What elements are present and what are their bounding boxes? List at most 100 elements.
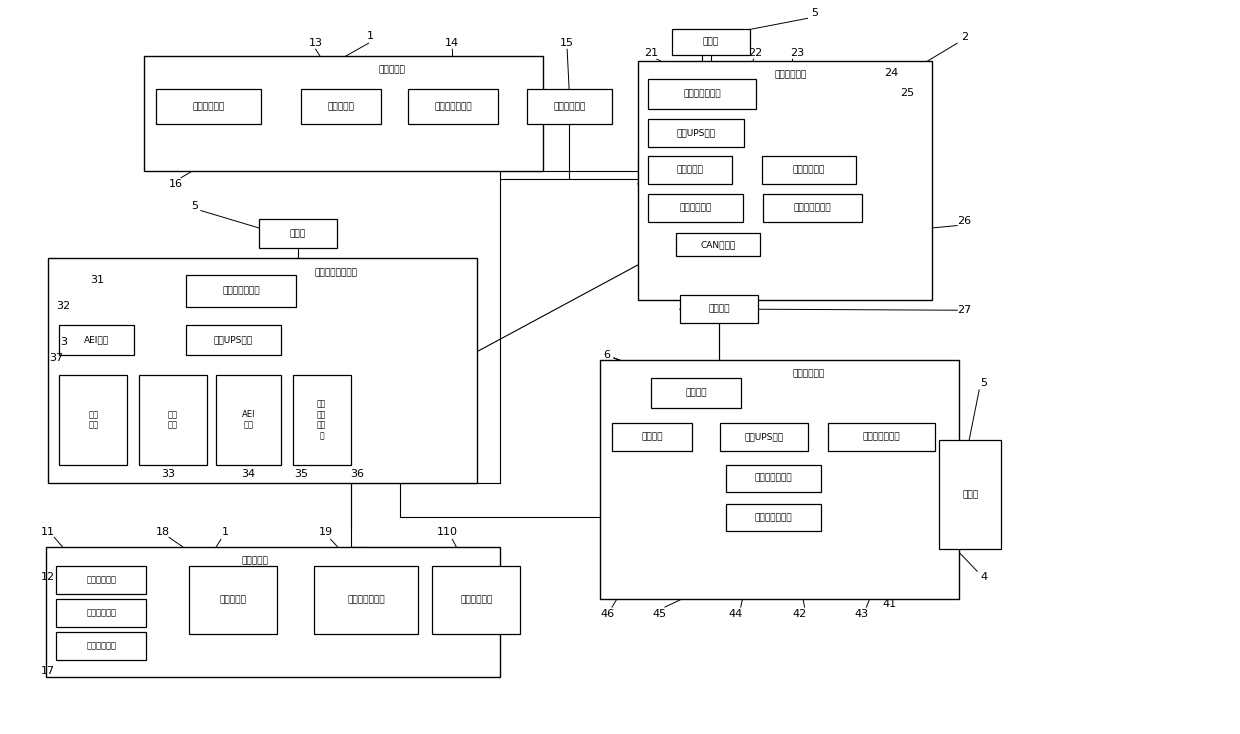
Text: 第三UPS电源: 第三UPS电源 — [744, 432, 784, 441]
Text: 第二网络交换机: 第二网络交换机 — [754, 473, 792, 482]
Text: 17: 17 — [41, 666, 56, 676]
Bar — [56, 632, 146, 660]
Text: 15: 15 — [560, 38, 574, 48]
Text: 22: 22 — [749, 48, 763, 58]
Text: 13: 13 — [309, 38, 322, 48]
Text: 4: 4 — [981, 573, 988, 582]
Text: 前置
设备: 前置 设备 — [167, 410, 179, 429]
Text: 26: 26 — [957, 216, 971, 225]
Text: 1: 1 — [367, 32, 374, 41]
Text: 空气断路器: 空气断路器 — [676, 165, 703, 174]
Text: 第三开关电源: 第三开关电源 — [680, 203, 712, 212]
Text: 第二开关电源: 第二开关电源 — [460, 595, 492, 605]
Bar — [408, 89, 498, 124]
Text: 车轮传感器: 车轮传感器 — [242, 557, 269, 566]
Text: 46: 46 — [600, 609, 614, 619]
Text: 车轮传感器: 车轮传感器 — [378, 65, 405, 75]
Text: 19: 19 — [319, 527, 332, 537]
Text: 第三隔离变压器: 第三隔离变压器 — [863, 432, 900, 441]
Bar — [433, 566, 521, 634]
Text: 第一UPS电源: 第一UPS电源 — [676, 128, 715, 137]
Text: 正向开机磁钢: 正向开机磁钢 — [86, 575, 117, 585]
Text: 5: 5 — [981, 378, 988, 388]
Bar — [763, 194, 863, 222]
Text: 5: 5 — [811, 8, 818, 18]
Text: 3: 3 — [60, 337, 67, 347]
Text: 第二隔离变压器: 第二隔离变压器 — [222, 287, 259, 296]
Text: 车号自动识别设备: 车号自动识别设备 — [314, 268, 357, 277]
Text: 监控装置: 监控装置 — [641, 432, 662, 441]
Text: 第二UPS电源: 第二UPS电源 — [213, 335, 253, 344]
Bar — [56, 599, 146, 627]
Bar — [186, 325, 280, 355]
Text: 34: 34 — [241, 468, 255, 479]
Text: 32: 32 — [56, 301, 71, 311]
Text: 第一网络交换机: 第一网络交换机 — [794, 203, 831, 212]
Bar — [719, 423, 807, 451]
Text: 110: 110 — [436, 527, 458, 537]
Text: AEI
主机: AEI 主机 — [242, 410, 255, 429]
Text: 18: 18 — [156, 527, 170, 537]
Bar — [188, 566, 277, 634]
Text: 16: 16 — [169, 178, 184, 189]
Text: 第二光纤交换机: 第二光纤交换机 — [754, 513, 792, 523]
Bar — [939, 440, 1001, 549]
Bar — [649, 194, 743, 222]
Text: 第一分线盒: 第一分线盒 — [327, 102, 355, 111]
Text: 24: 24 — [884, 68, 899, 78]
Bar — [48, 258, 477, 482]
Text: 23: 23 — [791, 48, 805, 58]
Text: 2: 2 — [961, 32, 967, 43]
Bar — [144, 57, 543, 171]
Text: 第一车轮检测仪: 第一车轮检测仪 — [434, 102, 472, 111]
Text: 41: 41 — [883, 599, 897, 609]
Bar — [613, 423, 692, 451]
Bar — [672, 29, 750, 55]
Text: 双电源: 双电源 — [703, 37, 719, 47]
Bar — [314, 566, 418, 634]
Bar — [637, 61, 932, 300]
Text: 第一开关电源: 第一开关电源 — [553, 102, 585, 111]
Text: 中心采集装置: 中心采集装置 — [775, 70, 807, 79]
Text: 1: 1 — [222, 527, 228, 537]
Bar — [649, 119, 744, 147]
Text: 机房监控装置: 机房监控装置 — [792, 369, 825, 379]
Text: 6: 6 — [604, 350, 610, 360]
Text: AEI天线: AEI天线 — [84, 335, 109, 344]
Bar — [649, 79, 755, 109]
Text: 27: 27 — [957, 305, 971, 315]
Bar — [761, 156, 857, 184]
Bar — [156, 89, 260, 124]
Bar — [651, 378, 740, 408]
Text: 第二分线盒: 第二分线盒 — [219, 595, 247, 605]
Bar — [725, 465, 821, 492]
Bar — [680, 295, 758, 323]
Text: 防雷
装置: 防雷 装置 — [88, 410, 98, 429]
Bar — [56, 566, 146, 594]
Bar — [60, 375, 128, 465]
Bar — [301, 89, 381, 124]
Text: 11: 11 — [41, 527, 56, 537]
Bar — [139, 375, 207, 465]
Bar — [60, 325, 134, 355]
Bar — [186, 275, 295, 308]
Text: 双电源: 双电源 — [962, 490, 978, 499]
Text: 43: 43 — [854, 609, 868, 619]
Bar — [46, 548, 500, 677]
Text: 14: 14 — [445, 38, 460, 48]
Bar — [600, 360, 960, 599]
Text: 33: 33 — [161, 468, 175, 479]
Bar — [293, 375, 351, 465]
Text: 31: 31 — [91, 275, 104, 286]
Text: 35: 35 — [294, 468, 308, 479]
Text: 主服务器: 主服务器 — [684, 388, 707, 397]
Bar — [827, 423, 935, 451]
Text: 双电源: 双电源 — [290, 229, 306, 238]
Bar — [216, 375, 280, 465]
Text: 37: 37 — [50, 353, 63, 363]
Text: 21: 21 — [644, 48, 658, 58]
Text: 25: 25 — [900, 88, 914, 98]
Text: 5: 5 — [191, 200, 198, 211]
Text: 45: 45 — [652, 609, 667, 619]
Bar — [649, 156, 732, 184]
